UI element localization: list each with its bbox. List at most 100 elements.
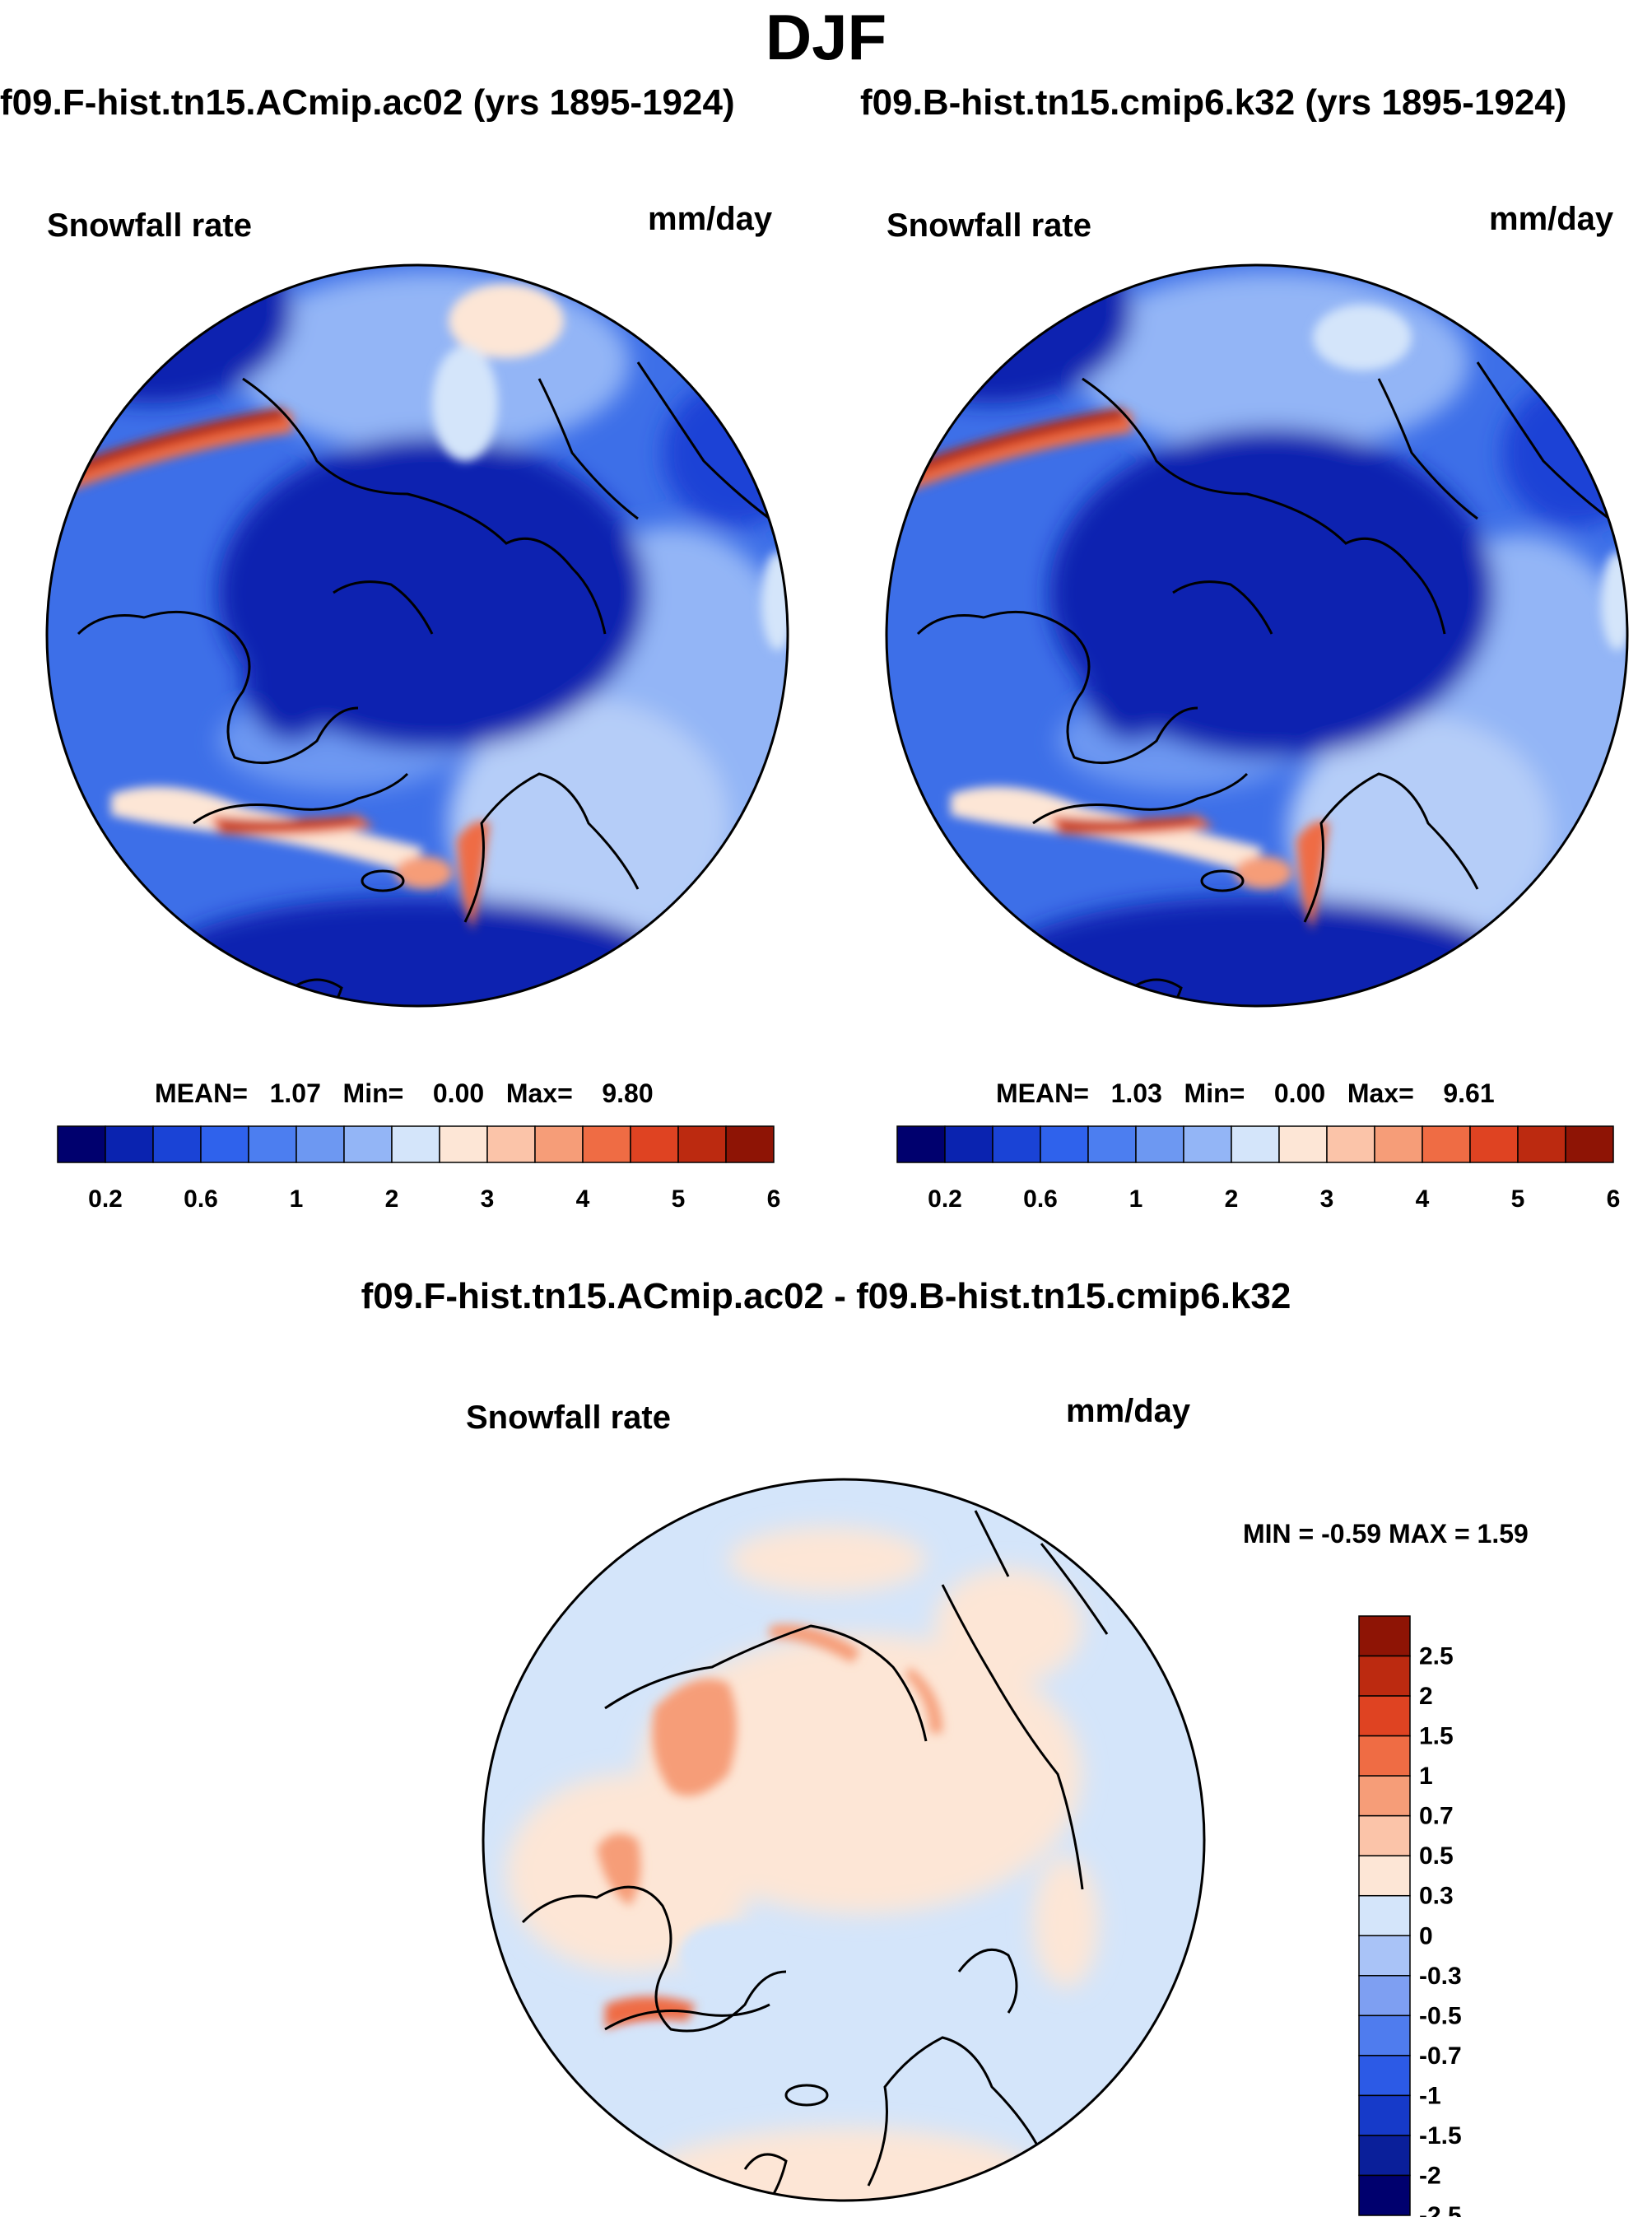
panel2-colorbar-tick-label: 3 <box>1320 1185 1334 1213</box>
difference-colorbar-box <box>1358 2094 1411 2136</box>
figure-title: DJF <box>765 1 887 73</box>
difference-colorbar-tick-label: -0.3 <box>1419 1963 1462 1990</box>
panel1-case-title: f09.F-hist.tn15.ACmip.ac02 (yrs 1895-192… <box>0 82 735 123</box>
panel1-units-label: mm/day <box>648 201 773 237</box>
panel2-min-value: 0.00 <box>1273 1078 1326 1108</box>
panel3-units-label: mm/day <box>1066 1393 1191 1429</box>
difference-colorbar-tick-label: -0.5 <box>1419 2002 1462 2029</box>
panel2-colorbar-tick-label: 5 <box>1511 1185 1525 1213</box>
panel2-mean-value: 1.03 <box>1110 1078 1162 1108</box>
difference-colorbar-box <box>1358 1814 1411 1856</box>
panel1-colorbar-tick-label: 4 <box>576 1185 590 1213</box>
panel1-colorbar-tick-label: 6 <box>767 1185 781 1213</box>
panel2-colorbar-box <box>896 1125 946 1163</box>
difference-colorbar-tick-label: 0.3 <box>1419 1883 1454 1910</box>
difference-colorbar-box <box>1358 1735 1411 1777</box>
difference-colorbar-box <box>1358 1975 1411 2017</box>
panel1-colorbar-box <box>439 1125 488 1163</box>
difference-colorbar-box <box>1358 1894 1411 1937</box>
difference-colorbar-box <box>1358 1855 1411 1897</box>
panel2-colorbar-tick-label: 4 <box>1416 1185 1430 1213</box>
panel2-colorbar-box <box>1422 1125 1471 1163</box>
difference-colorbar-tick-label: 0.5 <box>1419 1842 1454 1870</box>
panel1-colorbar: 0.2 0.6 1 2 3 4 5 6 <box>57 1125 780 1213</box>
difference-colorbar-tick-label: -2.5 <box>1419 2202 1462 2217</box>
difference-colorbar-box <box>1358 1615 1411 1657</box>
panel1-max-label: Max= <box>505 1078 573 1108</box>
panel1-min-value: 0.00 <box>432 1078 485 1108</box>
panel2-max-value: 9.61 <box>1443 1078 1495 1108</box>
difference-colorbar-box <box>1358 2174 1411 2216</box>
panel1-colorbar-box <box>343 1125 393 1163</box>
panel2-colorbar-box <box>1087 1125 1137 1163</box>
panel2-colorbar-tick-label: 0.6 <box>1023 1185 1058 1213</box>
panel2-colorbar-tick-label: 0.2 <box>928 1185 962 1213</box>
panel1-colorbar-tick-label: 0.6 <box>184 1185 218 1213</box>
panel2-max-label: Max= <box>1347 1078 1414 1108</box>
panel2-colorbar-box <box>1326 1125 1375 1163</box>
panel1-colorbar-box <box>152 1125 202 1163</box>
panel2-colorbar-box <box>1183 1125 1232 1163</box>
difference-colorbar-box <box>1358 1695 1411 1737</box>
difference-colorbar-tick-label: -1 <box>1419 2082 1441 2109</box>
panel1-mean-value: 1.07 <box>269 1078 321 1108</box>
panel2-case-title: f09.B-hist.tn15.cmip6.k32 (yrs 1895-1924… <box>860 82 1567 123</box>
panel3-variable-label: Snowfall rate <box>466 1400 671 1436</box>
panel2-colorbar-box <box>1374 1125 1423 1163</box>
panel1-variable-label: Snowfall rate <box>47 207 252 244</box>
difference-colorbar-tick-label: 0 <box>1419 1922 1433 1949</box>
panel1-min-label: Min= <box>342 1078 404 1108</box>
panel3-stats: MIN = -0.59 MAX = 1.59 <box>1243 1519 1529 1549</box>
panel2-colorbar-box <box>1135 1125 1184 1163</box>
panel1-colorbar-box <box>486 1125 536 1163</box>
difference-colorbar-tick-label: -2 <box>1419 2162 1441 2189</box>
panel1-colorbar-box <box>248 1125 297 1163</box>
panel1-colorbar-tick-label: 2 <box>385 1185 399 1213</box>
panel1-colorbar-tick-label: 5 <box>672 1185 686 1213</box>
difference-colorbar: 2.5 2 1.5 1 0.7 0.5 0.3 0 -0.3 -0.5 -0.7 -1 -1.5 -2 -2… <box>1358 1615 1462 2217</box>
difference-colorbar-box <box>1358 2014 1411 2056</box>
panel1-colorbar-box <box>200 1125 249 1163</box>
difference-title: f09.F-hist.tn15.ACmip.ac02 - f09.B-hist.… <box>361 1276 1291 1316</box>
difference-colorbar-box <box>1358 1935 1411 1977</box>
panel1-max-value: 9.80 <box>602 1078 654 1108</box>
panel1-colorbar-box <box>391 1125 440 1163</box>
panel2-colorbar: 0.2 0.6 1 2 3 4 5 6 <box>896 1125 1620 1213</box>
panel1-colorbar-box <box>630 1125 679 1163</box>
panel2-colorbar-tick-label: 2 <box>1225 1185 1239 1213</box>
panel2-colorbar-box <box>1517 1125 1566 1163</box>
panel2-stats: MEAN= 1.03 Min= 0.00 Max= 9.61 <box>996 1078 1495 1109</box>
panel2-colorbar-tick-label: 1 <box>1129 1185 1143 1213</box>
difference-colorbar-tick-label: -1.5 <box>1419 2122 1462 2149</box>
panel2-mean-label: MEAN= <box>996 1078 1089 1108</box>
panel3-polar-map <box>482 1478 1206 2202</box>
panel2-polar-map <box>885 263 1629 1008</box>
difference-colorbar-box <box>1358 1775 1411 1817</box>
panel1-polar-map <box>45 263 789 1008</box>
panel1-colorbar-box <box>725 1125 775 1163</box>
difference-colorbar-box <box>1358 2055 1411 2097</box>
difference-colorbar-box <box>1358 2135 1411 2177</box>
panel1-stats: MEAN= 1.07 Min= 0.00 Max= 9.80 <box>155 1078 654 1109</box>
panel1-colorbar-box <box>534 1125 584 1163</box>
panel2-colorbar-box <box>1469 1125 1519 1163</box>
panel1-colorbar-box <box>57 1125 106 1163</box>
panel2-colorbar-box <box>1231 1125 1280 1163</box>
panel1-mean-label: MEAN= <box>155 1078 248 1108</box>
panel2-colorbar-tick-label: 6 <box>1607 1185 1621 1213</box>
panel1-colorbar-tick-label: 1 <box>290 1185 304 1213</box>
panel2-units-label: mm/day <box>1489 201 1614 237</box>
panel2-min-label: Min= <box>1184 1078 1245 1108</box>
panel2-variable-label: Snowfall rate <box>886 207 1091 244</box>
difference-colorbar-tick-label: 1.5 <box>1419 1723 1454 1750</box>
panel2-colorbar-box <box>992 1125 1041 1163</box>
difference-colorbar-tick-label: 0.7 <box>1419 1803 1454 1830</box>
panel1-colorbar-box <box>677 1125 727 1163</box>
panel1-colorbar-tick-label: 0.2 <box>88 1185 123 1213</box>
difference-colorbar-tick-label: 2 <box>1419 1683 1433 1710</box>
panel2-colorbar-box <box>1040 1125 1089 1163</box>
panel2-colorbar-box <box>944 1125 994 1163</box>
difference-colorbar-tick-label: -0.7 <box>1419 2042 1462 2070</box>
difference-colorbar-tick-label: 1 <box>1419 1763 1433 1790</box>
panel1-colorbar-box <box>582 1125 631 1163</box>
